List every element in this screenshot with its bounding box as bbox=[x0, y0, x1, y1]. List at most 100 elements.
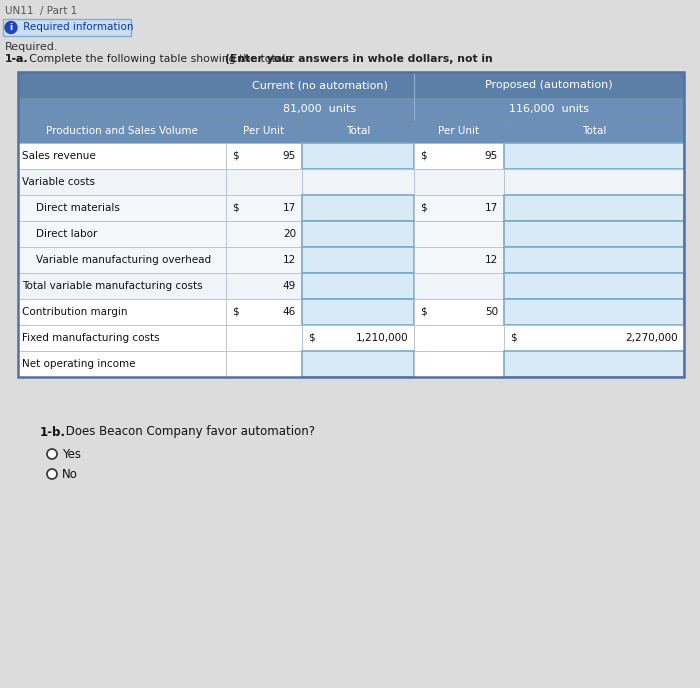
Bar bbox=[414, 273, 504, 299]
Bar bbox=[302, 221, 414, 247]
Text: 116,000  units: 116,000 units bbox=[509, 104, 589, 114]
Bar bbox=[504, 299, 684, 325]
Text: Direct labor: Direct labor bbox=[36, 229, 97, 239]
Text: 2,270,000: 2,270,000 bbox=[625, 333, 678, 343]
Text: $: $ bbox=[308, 333, 314, 343]
Bar bbox=[3, 19, 131, 36]
Bar bbox=[414, 195, 504, 221]
Bar bbox=[302, 120, 414, 143]
Text: No: No bbox=[62, 468, 78, 480]
Circle shape bbox=[47, 469, 57, 479]
Text: Fixed manufacturing costs: Fixed manufacturing costs bbox=[22, 333, 160, 343]
Text: Contribution margin: Contribution margin bbox=[22, 307, 127, 317]
Bar bbox=[226, 195, 302, 221]
Bar bbox=[414, 221, 504, 247]
Bar bbox=[226, 247, 302, 273]
Bar bbox=[226, 351, 302, 377]
Text: 1-b.: 1-b. bbox=[40, 425, 66, 438]
Bar bbox=[18, 299, 226, 325]
Bar bbox=[226, 325, 302, 351]
Text: Variable costs: Variable costs bbox=[22, 177, 95, 187]
Text: 95: 95 bbox=[484, 151, 498, 161]
Text: Total variable manufacturing costs: Total variable manufacturing costs bbox=[22, 281, 202, 291]
Bar bbox=[18, 195, 226, 221]
Text: UN11  / Part 1: UN11 / Part 1 bbox=[5, 6, 77, 16]
Text: 49: 49 bbox=[283, 281, 296, 291]
Text: Yes: Yes bbox=[62, 447, 81, 460]
Text: 1,210,000: 1,210,000 bbox=[356, 333, 408, 343]
Bar bbox=[302, 273, 414, 299]
Bar bbox=[18, 169, 226, 195]
Text: Per Unit: Per Unit bbox=[244, 127, 285, 136]
Bar bbox=[504, 143, 684, 169]
Bar bbox=[226, 120, 302, 143]
Bar bbox=[18, 221, 226, 247]
Bar bbox=[504, 351, 684, 377]
Bar bbox=[18, 351, 226, 377]
Bar bbox=[18, 72, 684, 98]
Bar bbox=[414, 325, 504, 351]
Text: 95: 95 bbox=[283, 151, 296, 161]
Bar bbox=[504, 120, 684, 143]
Text: Current (no automation): Current (no automation) bbox=[252, 80, 388, 90]
Text: $: $ bbox=[420, 151, 426, 161]
Bar bbox=[504, 325, 684, 351]
Bar bbox=[302, 143, 414, 169]
Bar bbox=[302, 351, 414, 377]
Text: 1-a. Complete the following table showing the totals.: 1-a. Complete the following table showin… bbox=[5, 54, 298, 64]
Bar bbox=[226, 221, 302, 247]
Text: (Enter your answers in whole dollars, not in: (Enter your answers in whole dollars, no… bbox=[225, 54, 493, 64]
Text: Required information: Required information bbox=[20, 23, 134, 32]
Bar bbox=[414, 299, 504, 325]
Bar bbox=[414, 351, 504, 377]
Text: Production and Sales Volume: Production and Sales Volume bbox=[46, 127, 198, 136]
Text: Total: Total bbox=[582, 127, 606, 136]
Circle shape bbox=[47, 449, 57, 459]
Bar bbox=[18, 120, 226, 143]
Bar bbox=[504, 169, 684, 195]
Bar bbox=[414, 143, 504, 169]
Text: 12: 12 bbox=[283, 255, 296, 265]
Bar bbox=[302, 299, 414, 325]
Bar bbox=[18, 72, 684, 377]
Text: 81,000  units: 81,000 units bbox=[284, 104, 356, 114]
Text: $: $ bbox=[420, 203, 426, 213]
Bar bbox=[18, 325, 226, 351]
Text: $: $ bbox=[420, 307, 426, 317]
Text: i: i bbox=[9, 23, 13, 32]
Text: Variable manufacturing overhead: Variable manufacturing overhead bbox=[36, 255, 211, 265]
Text: 1-a.: 1-a. bbox=[5, 54, 29, 64]
Text: $: $ bbox=[510, 333, 517, 343]
Text: $: $ bbox=[232, 307, 239, 317]
Text: $: $ bbox=[232, 203, 239, 213]
Text: 20: 20 bbox=[283, 229, 296, 239]
Bar bbox=[504, 221, 684, 247]
Bar bbox=[302, 195, 414, 221]
Text: Proposed (automation): Proposed (automation) bbox=[485, 80, 612, 90]
Bar bbox=[302, 247, 414, 273]
Bar bbox=[302, 325, 414, 351]
Text: Net operating income: Net operating income bbox=[22, 359, 136, 369]
Text: 46: 46 bbox=[283, 307, 296, 317]
Text: Total: Total bbox=[346, 127, 370, 136]
Text: Required.: Required. bbox=[5, 42, 59, 52]
Bar bbox=[18, 98, 684, 120]
Text: 17: 17 bbox=[283, 203, 296, 213]
Bar bbox=[414, 120, 504, 143]
Bar bbox=[18, 247, 226, 273]
Text: Sales revenue: Sales revenue bbox=[22, 151, 96, 161]
Bar bbox=[226, 273, 302, 299]
Text: 17: 17 bbox=[484, 203, 498, 213]
Text: $: $ bbox=[232, 151, 239, 161]
Bar bbox=[414, 169, 504, 195]
Text: 12: 12 bbox=[484, 255, 498, 265]
Bar bbox=[504, 273, 684, 299]
Bar bbox=[226, 143, 302, 169]
Text: 50: 50 bbox=[485, 307, 498, 317]
Bar bbox=[504, 247, 684, 273]
Bar bbox=[18, 273, 226, 299]
Bar bbox=[18, 143, 226, 169]
Bar bbox=[504, 195, 684, 221]
Text: Does Beacon Company favor automation?: Does Beacon Company favor automation? bbox=[62, 425, 315, 438]
Bar bbox=[226, 169, 302, 195]
